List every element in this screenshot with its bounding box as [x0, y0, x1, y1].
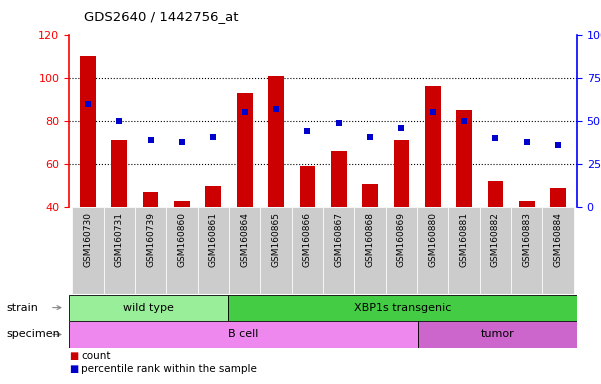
Text: GSM160867: GSM160867: [334, 212, 343, 266]
Text: GSM160860: GSM160860: [177, 212, 186, 266]
Text: GSM160731: GSM160731: [115, 212, 124, 266]
FancyBboxPatch shape: [480, 207, 511, 294]
FancyBboxPatch shape: [228, 295, 577, 321]
FancyBboxPatch shape: [417, 207, 448, 294]
Bar: [331, 151, 347, 294]
Text: GSM160880: GSM160880: [429, 212, 438, 266]
Point: [428, 109, 438, 116]
Text: GSM160865: GSM160865: [272, 212, 281, 266]
FancyBboxPatch shape: [69, 321, 418, 348]
Point: [397, 125, 406, 131]
Bar: [394, 141, 409, 294]
Bar: [237, 93, 252, 294]
Text: GSM160868: GSM160868: [365, 212, 374, 266]
Bar: [111, 141, 127, 294]
Text: ■: ■: [69, 351, 78, 361]
Text: GSM160884: GSM160884: [554, 212, 563, 266]
Point: [302, 128, 312, 134]
Bar: [268, 76, 284, 294]
FancyBboxPatch shape: [323, 207, 355, 294]
FancyBboxPatch shape: [511, 207, 543, 294]
FancyBboxPatch shape: [448, 207, 480, 294]
Text: tumor: tumor: [481, 329, 514, 339]
Bar: [487, 182, 503, 294]
Text: XBP1s transgenic: XBP1s transgenic: [354, 303, 451, 313]
Text: GSM160881: GSM160881: [460, 212, 469, 266]
Bar: [299, 166, 315, 294]
Point: [522, 139, 532, 145]
Text: specimen: specimen: [6, 329, 59, 339]
Bar: [456, 110, 472, 294]
FancyBboxPatch shape: [103, 207, 135, 294]
Bar: [519, 201, 535, 294]
Bar: [174, 201, 190, 294]
FancyBboxPatch shape: [291, 207, 323, 294]
FancyBboxPatch shape: [69, 295, 228, 321]
FancyBboxPatch shape: [72, 207, 103, 294]
FancyBboxPatch shape: [229, 207, 260, 294]
Text: strain: strain: [6, 303, 38, 313]
Text: GSM160739: GSM160739: [146, 212, 155, 266]
Point: [271, 106, 281, 112]
FancyBboxPatch shape: [166, 207, 198, 294]
Text: GSM160730: GSM160730: [84, 212, 93, 266]
Point: [240, 109, 249, 116]
Text: count: count: [81, 351, 111, 361]
FancyBboxPatch shape: [135, 207, 166, 294]
Text: GSM160882: GSM160882: [491, 212, 500, 266]
Text: GDS2640 / 1442756_at: GDS2640 / 1442756_at: [84, 10, 239, 23]
FancyBboxPatch shape: [418, 321, 577, 348]
Point: [177, 139, 187, 145]
Text: GSM160864: GSM160864: [240, 212, 249, 266]
Point: [490, 135, 500, 141]
Point: [114, 118, 124, 124]
Bar: [143, 192, 159, 294]
Point: [83, 101, 93, 107]
Text: wild type: wild type: [123, 303, 174, 313]
Point: [209, 134, 218, 140]
Point: [334, 120, 344, 126]
Bar: [206, 186, 221, 294]
Bar: [551, 188, 566, 294]
Text: GSM160883: GSM160883: [522, 212, 531, 266]
Bar: [425, 86, 441, 294]
Text: percentile rank within the sample: percentile rank within the sample: [81, 364, 257, 374]
Point: [459, 118, 469, 124]
Point: [146, 137, 156, 143]
FancyBboxPatch shape: [198, 207, 229, 294]
Text: ■: ■: [69, 364, 78, 374]
Point: [365, 134, 375, 140]
FancyBboxPatch shape: [543, 207, 574, 294]
Bar: [80, 56, 96, 294]
Text: GSM160866: GSM160866: [303, 212, 312, 266]
FancyBboxPatch shape: [386, 207, 417, 294]
FancyBboxPatch shape: [355, 207, 386, 294]
Text: B cell: B cell: [228, 329, 259, 339]
FancyBboxPatch shape: [260, 207, 291, 294]
Point: [554, 142, 563, 148]
Text: GSM160861: GSM160861: [209, 212, 218, 266]
Text: GSM160869: GSM160869: [397, 212, 406, 266]
Bar: [362, 184, 378, 294]
